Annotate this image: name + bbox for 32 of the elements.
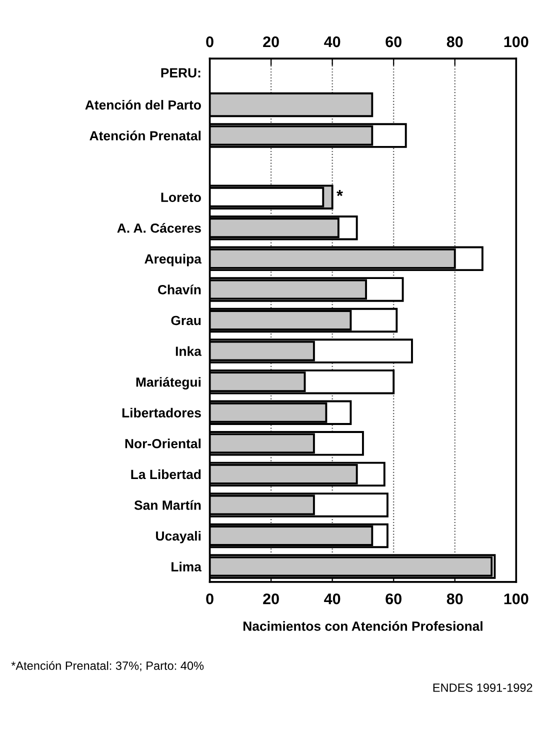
y-tick-label: Ucayali xyxy=(156,530,201,544)
y-tick-label: Loreto xyxy=(161,192,201,202)
x-tick-label: 100 xyxy=(504,593,528,604)
y-tick-label: San Martín xyxy=(134,500,201,510)
y-tick-label: Mariátegui xyxy=(136,376,201,390)
x2-tick-label: 100 xyxy=(504,36,528,48)
text: ENDES 1991-1992 xyxy=(433,683,532,692)
y-tick-label: Libertadores xyxy=(122,408,201,418)
annotation: * xyxy=(336,190,343,196)
y-tick-label: Arequipa xyxy=(144,254,202,266)
y-tick-label: Inka xyxy=(176,346,202,356)
x2-tick-label: 20 xyxy=(263,36,279,48)
y-tick-label: A. A. Cáceres xyxy=(117,222,201,233)
x-tick-label: 40 xyxy=(324,593,340,604)
y-tick-label: Nor-Oriental xyxy=(125,438,201,448)
text: PERU: xyxy=(161,68,200,78)
y-tick-label: Lima xyxy=(172,562,202,572)
text: *Atención Prenatal: 37%; Parto: 40% xyxy=(11,661,204,672)
y-tick-label: La Libertad xyxy=(131,469,201,480)
x2-tick-label: 60 xyxy=(386,36,402,48)
x-tick-label: 0 xyxy=(206,593,214,604)
x-axis-title: Nacimientos con Atención Profesional xyxy=(244,621,482,631)
y-tick-label: Grau xyxy=(171,316,201,326)
x2-tick-label: 80 xyxy=(446,36,463,48)
x-tick-label: 20 xyxy=(263,593,279,604)
y-tick-label: Atención Prenatal xyxy=(90,130,201,140)
x2-tick-label: 40 xyxy=(324,36,340,48)
x-tick-label: 80 xyxy=(446,593,463,604)
x-tick-label: 60 xyxy=(386,593,402,604)
x2-tick-label: 0 xyxy=(206,36,214,48)
y-tick-label: Atención del Parto xyxy=(85,100,201,110)
y-tick-label: Chavín xyxy=(158,284,201,294)
